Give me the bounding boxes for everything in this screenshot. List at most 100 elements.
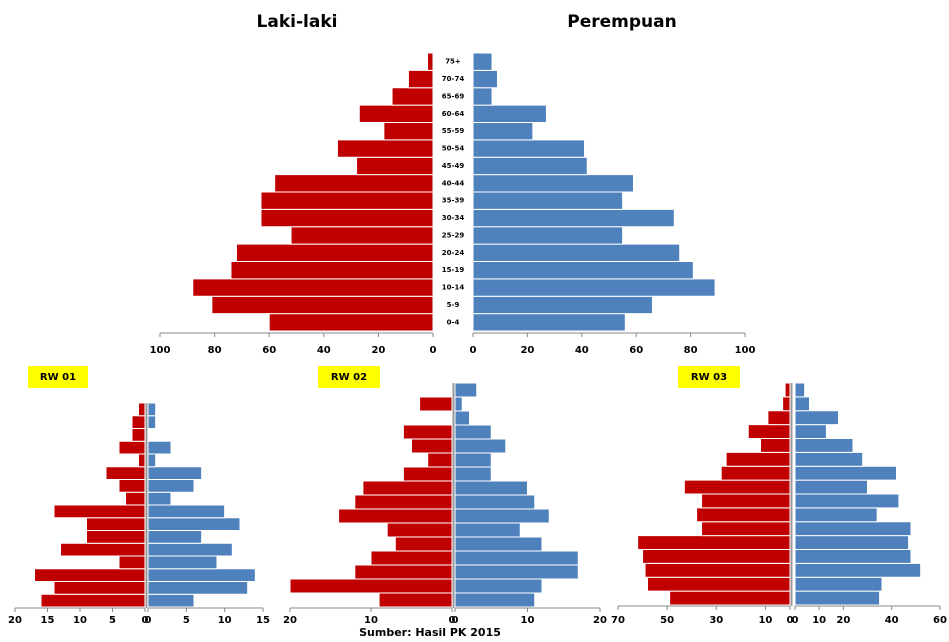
bar <box>794 493 900 509</box>
x-tick-label: 40 <box>885 615 899 626</box>
bar <box>411 438 453 454</box>
chart-title: RW 02 <box>331 372 367 383</box>
x-tick-label: 80 <box>208 345 222 356</box>
bar <box>290 226 434 245</box>
category-label: 75+ <box>445 58 461 66</box>
x-tick-label: 70 <box>611 615 625 626</box>
x-tick-label: 60 <box>262 345 276 356</box>
bar <box>192 278 434 297</box>
bar <box>472 122 534 141</box>
bar <box>354 494 453 510</box>
bar <box>118 440 146 455</box>
bar <box>794 410 839 426</box>
bar <box>147 415 157 429</box>
series-header: Perempuan <box>567 12 676 32</box>
category-label: 45-49 <box>442 162 465 170</box>
bar <box>230 261 434 280</box>
bar <box>784 382 791 398</box>
bar <box>147 453 157 468</box>
bar <box>268 313 434 332</box>
x-tick-label: 100 <box>735 345 756 356</box>
bar <box>394 536 453 552</box>
x-tick-label: 20 <box>836 615 850 626</box>
bar <box>472 104 547 123</box>
x-tick-label: 10 <box>758 615 772 626</box>
bar <box>472 69 498 89</box>
bar <box>147 568 256 582</box>
bar <box>147 593 195 608</box>
bar <box>794 521 912 537</box>
bar <box>391 87 434 106</box>
bar <box>725 451 791 467</box>
bar <box>454 396 463 412</box>
bar <box>34 568 146 582</box>
bar <box>794 438 854 453</box>
bar <box>86 517 146 531</box>
category-label: 0-4 <box>447 318 460 326</box>
bar <box>472 295 654 315</box>
x-tick-label: 40 <box>317 345 331 356</box>
bar <box>472 174 634 193</box>
bar <box>454 508 550 524</box>
bar <box>472 313 626 332</box>
bar <box>454 480 528 496</box>
bar <box>454 592 536 608</box>
bar <box>147 491 172 506</box>
bar <box>354 564 453 580</box>
series-header: Laki-laki <box>257 12 338 32</box>
bar <box>472 208 675 228</box>
bar <box>669 590 791 606</box>
bar <box>454 438 507 454</box>
bar <box>472 139 586 158</box>
bar <box>147 479 195 493</box>
bar <box>40 593 146 608</box>
bar <box>782 396 791 412</box>
category-label: 35-39 <box>442 197 465 205</box>
category-label: 50-54 <box>442 145 465 153</box>
x-tick-label: 0 <box>792 615 799 626</box>
bar <box>794 535 910 550</box>
x-tick-label: 20 <box>593 615 607 626</box>
bar <box>147 402 157 417</box>
bar <box>378 592 453 608</box>
bar <box>118 479 146 493</box>
bar <box>131 415 146 429</box>
bar <box>794 590 881 606</box>
bar <box>402 466 453 482</box>
bar <box>260 208 434 228</box>
bar <box>454 564 579 580</box>
bar <box>118 555 146 570</box>
bar <box>386 522 453 538</box>
bar <box>260 191 434 210</box>
bar <box>427 52 434 71</box>
bar <box>147 517 241 531</box>
x-tick-label: 80 <box>684 345 698 356</box>
category-label: 20-24 <box>442 249 465 257</box>
bar <box>362 480 453 496</box>
bar <box>383 122 434 141</box>
category-label: 60-64 <box>442 110 465 118</box>
bar <box>53 581 146 595</box>
title-box <box>28 366 88 388</box>
source-note: Sumber: Hasil PK 2015 <box>359 626 501 639</box>
bar <box>454 424 492 440</box>
bar <box>427 452 453 468</box>
x-tick-label: 5 <box>183 615 190 626</box>
bar <box>147 555 218 570</box>
bar <box>138 402 146 417</box>
bar <box>472 261 694 280</box>
x-tick-label: 60 <box>933 615 947 626</box>
bar <box>454 494 536 510</box>
category-label: 40-44 <box>442 179 465 187</box>
category-label: 15-19 <box>442 266 465 274</box>
bar <box>147 581 249 595</box>
bar <box>646 576 791 592</box>
bar <box>370 550 453 566</box>
bar <box>794 562 922 578</box>
bar <box>794 479 868 495</box>
bar <box>794 396 810 412</box>
x-tick-label: 10 <box>364 615 378 626</box>
bar <box>60 542 146 557</box>
bar <box>138 453 146 468</box>
